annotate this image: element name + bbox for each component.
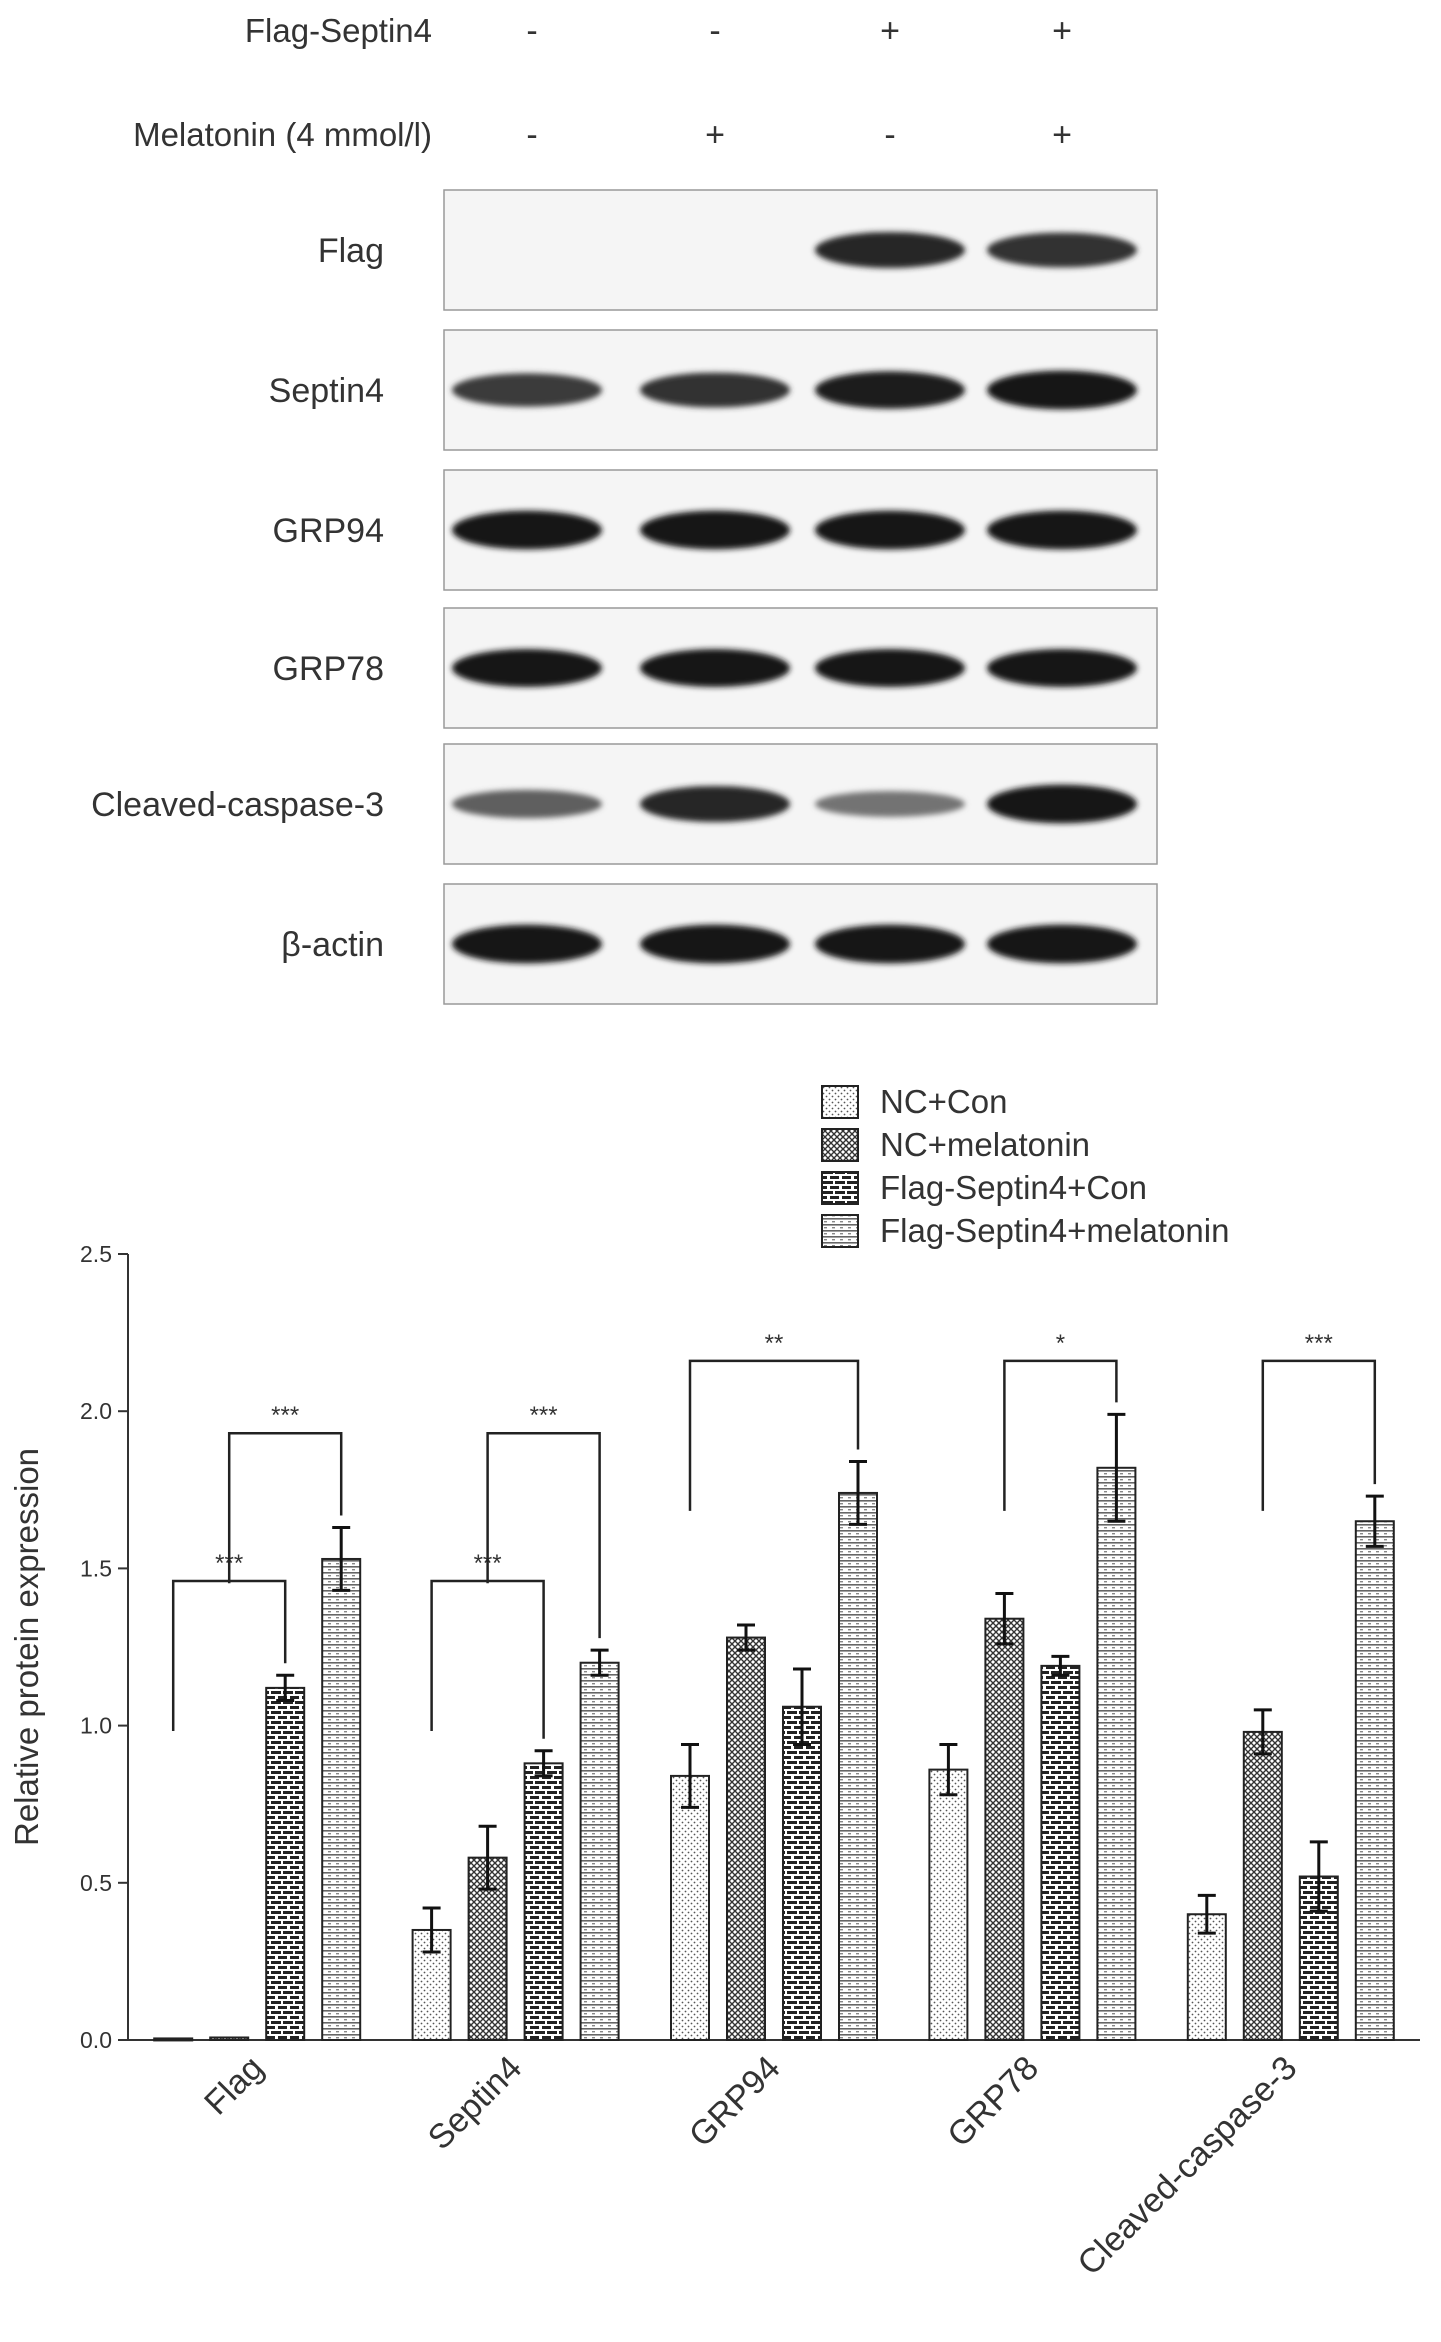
x-tick-label: Cleaved-caspase-3 (1070, 2049, 1304, 2283)
y-axis-label: Relative protein expression (8, 1448, 45, 1846)
treatment-sign: + (1052, 12, 1072, 50)
bar-chart: 0.0 0.5 1.0 1.5 2.0 2.5 Relative protein expre… (8, 1083, 1420, 2283)
blot-band (640, 510, 790, 550)
bar (579, 1661, 620, 2041)
blot-row-label: β-actin (281, 926, 384, 964)
bar (928, 1768, 969, 2041)
treatment-sign: - (884, 116, 895, 154)
treatment-sign: - (526, 116, 537, 154)
legend-swatch (821, 1085, 859, 1119)
blot-band (987, 510, 1137, 550)
y-tick-label: 0.0 (80, 2027, 112, 2053)
treatment-label: Flag-Septin4 (245, 12, 432, 49)
blot-band (452, 510, 602, 550)
blot-row-label: Septin4 (269, 372, 384, 410)
legend-label: NC+melatonin (880, 1126, 1090, 1163)
significance-bracket (688, 1359, 860, 1511)
bar (153, 2037, 194, 2042)
blot-band (815, 231, 965, 269)
significance-label: *** (1305, 1330, 1333, 1357)
bar (984, 1617, 1025, 2041)
legend-label: Flag-Septin4+melatonin (880, 1212, 1229, 1249)
treatment-sign: + (705, 116, 725, 154)
treatment-sign: - (526, 12, 537, 50)
blot-band (452, 789, 602, 819)
significance-bracket (486, 1431, 601, 1639)
y-tick-label: 0.5 (80, 1870, 112, 1896)
legend-swatch (821, 1171, 859, 1205)
x-tick-label: GRP78 (940, 2049, 1046, 2155)
y-tick-label: 2.5 (80, 1241, 112, 1267)
blot-band (987, 924, 1137, 964)
y-tick-label: 2.0 (80, 1398, 112, 1424)
bar (209, 2036, 250, 2041)
legend-label: NC+Con (880, 1083, 1007, 1120)
blot-band (987, 370, 1137, 410)
significance-bracket (227, 1431, 343, 1584)
bar (321, 1557, 362, 2042)
blot-band (452, 649, 602, 687)
significance-bracket (1003, 1359, 1118, 1511)
x-tick-label: Flag (197, 2049, 271, 2123)
western-blot-panel: Flag-Septin4 - - + + Melatonin (4 mmol/l) - + - +… (91, 12, 1158, 1005)
y-tick-label: 1.0 (80, 1713, 112, 1739)
y-tick-label: 1.5 (80, 1555, 112, 1581)
treatment-label: Melatonin (4 mmol/l) (133, 116, 432, 153)
bar (1242, 1730, 1283, 2041)
blot-row-label: GRP78 (273, 650, 385, 688)
bar (523, 1762, 564, 2041)
blot-band (815, 649, 965, 687)
significance-bracket (430, 1579, 545, 1739)
blot-band (452, 924, 602, 964)
bar (1354, 1520, 1395, 2041)
treatment-sign: + (1052, 116, 1072, 154)
blot-row-label: Cleaved-caspase-3 (91, 786, 384, 824)
bar (670, 1774, 710, 2042)
legend-swatch (821, 1128, 859, 1162)
blot-band (640, 924, 790, 964)
blot-band (815, 371, 965, 409)
bar (265, 1686, 306, 2041)
x-tick-label: GRP94 (682, 2049, 788, 2155)
blot-band (815, 510, 965, 550)
blot-band (640, 785, 790, 823)
significance-label: *** (271, 1402, 299, 1429)
blot-band (815, 924, 965, 964)
bar (838, 1491, 878, 2041)
bar (782, 1705, 822, 2041)
bar (726, 1636, 766, 2041)
blot-row-label: Flag (318, 232, 384, 270)
legend-swatch (821, 1214, 859, 1248)
bar (1040, 1664, 1081, 2041)
blot-band (640, 372, 790, 408)
blot-band (987, 784, 1137, 824)
significance-bracket (1261, 1359, 1377, 1511)
significance-label: ** (765, 1330, 784, 1357)
blot-band (815, 791, 965, 817)
bar (1186, 1913, 1227, 2041)
significance-label: *** (530, 1402, 558, 1429)
significance-label: * (1056, 1330, 1065, 1357)
legend-label: Flag-Septin4+Con (880, 1169, 1147, 1206)
blot-row-label: GRP94 (273, 512, 385, 550)
blot-band (452, 373, 602, 407)
x-tick-label: Septin4 (421, 2049, 529, 2157)
blot-band (640, 649, 790, 687)
treatment-sign: - (709, 12, 720, 50)
blot-band (987, 649, 1137, 687)
treatment-sign: + (880, 12, 900, 50)
blot-band (987, 232, 1137, 268)
bar (1096, 1466, 1137, 2041)
